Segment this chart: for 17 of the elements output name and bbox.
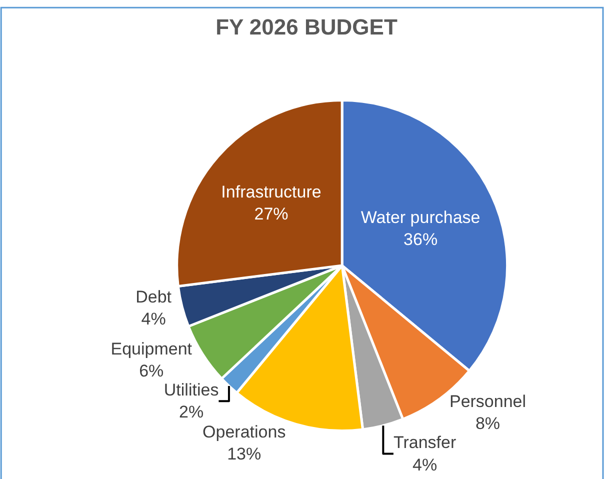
- data-label: 8%: [475, 414, 500, 434]
- data-label: 4%: [412, 455, 438, 474]
- slice-label: Infrastructure: [221, 182, 322, 202]
- chart-title: FY 2026 BUDGET: [216, 14, 398, 40]
- data-label: 2%: [179, 402, 204, 422]
- slice-label: Utilities: [164, 380, 219, 400]
- data-label: 4%: [141, 309, 166, 328]
- slice-label: Water purchase: [360, 208, 480, 228]
- data-label: 13%: [227, 444, 262, 464]
- data-label: 27%: [254, 204, 288, 224]
- slice-label: Debt: [136, 287, 172, 306]
- slice-label: Personnel: [449, 392, 526, 412]
- slice-label: Transfer: [393, 433, 456, 452]
- data-label: 6%: [139, 362, 164, 381]
- slice-label: Operations: [202, 422, 286, 442]
- slice-label: Equipment: [110, 339, 192, 358]
- data-label: 36%: [404, 230, 438, 250]
